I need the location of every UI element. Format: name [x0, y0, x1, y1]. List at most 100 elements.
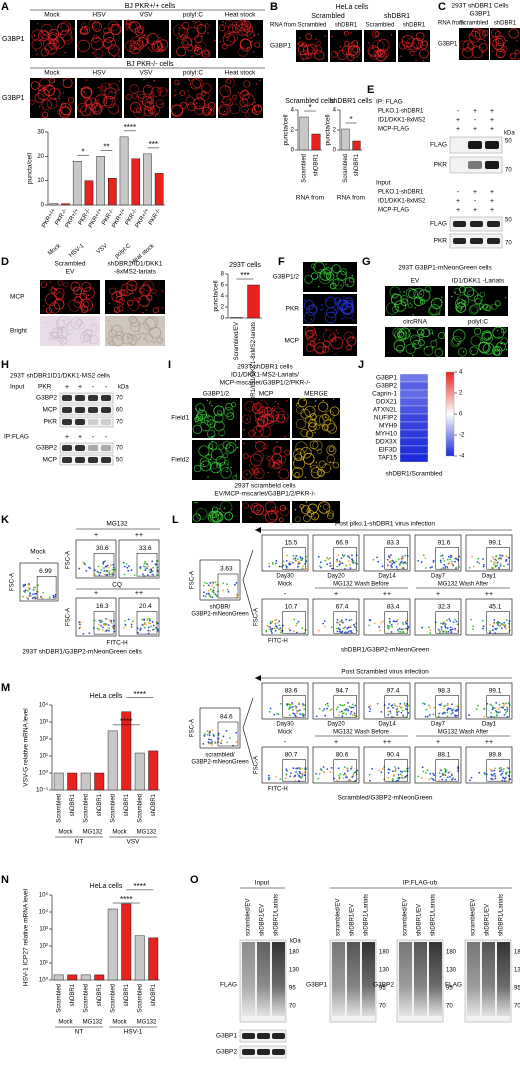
cell	[321, 423, 329, 431]
cell	[150, 105, 160, 116]
cell	[318, 401, 329, 412]
y-tick-label: 8	[221, 272, 225, 278]
event	[274, 622, 277, 625]
label: shDBR1/Lariats	[364, 894, 370, 936]
event	[341, 554, 344, 556]
event	[126, 566, 129, 569]
x-tick-label: Scrambled	[110, 794, 116, 823]
event	[495, 559, 497, 562]
event	[406, 774, 408, 777]
label: +	[94, 590, 98, 597]
cell	[438, 331, 446, 340]
granule	[481, 306, 483, 309]
event	[204, 733, 206, 735]
gate-percent: 99.1	[489, 540, 502, 547]
granule	[51, 286, 54, 288]
cell	[157, 87, 163, 93]
event	[392, 561, 395, 564]
bar	[67, 974, 78, 981]
cell	[81, 87, 92, 99]
cell	[509, 52, 517, 60]
label: G3BP1	[2, 36, 25, 43]
label: Mock	[278, 730, 293, 736]
granule	[314, 517, 316, 519]
label: G3BP1	[2, 95, 25, 102]
label: Field2	[171, 457, 189, 464]
granule	[205, 430, 207, 432]
event	[297, 563, 300, 565]
gate	[217, 721, 239, 747]
granule	[284, 508, 286, 510]
cell	[305, 52, 312, 60]
granule	[115, 311, 117, 313]
granule	[326, 403, 329, 406]
event	[476, 561, 479, 563]
granule	[315, 38, 317, 41]
label: 293T shDBR1 cells	[237, 364, 293, 371]
event	[402, 567, 405, 569]
event	[276, 712, 278, 715]
event	[28, 595, 31, 597]
event	[301, 772, 304, 775]
smear	[242, 942, 255, 1016]
event	[451, 560, 453, 563]
event	[79, 626, 82, 629]
event	[447, 630, 450, 633]
y-tick-label: 10²	[39, 737, 48, 743]
event	[84, 563, 86, 566]
event	[491, 555, 494, 558]
event	[207, 741, 210, 744]
event	[275, 625, 278, 628]
granule	[154, 341, 156, 343]
event	[348, 556, 351, 559]
granule	[223, 507, 226, 509]
cell	[254, 41, 261, 48]
cell	[317, 501, 331, 514]
cell	[128, 299, 140, 311]
event	[151, 570, 154, 573]
label: scrambled/EV	[471, 899, 477, 936]
gate	[486, 547, 510, 570]
cell	[60, 29, 73, 42]
event	[202, 742, 205, 745]
cell	[264, 501, 277, 513]
cell	[413, 287, 425, 299]
cell	[130, 101, 142, 113]
granule	[80, 302, 83, 305]
event	[298, 775, 301, 778]
y-tick-label: 10⁴	[39, 702, 49, 709]
event	[275, 618, 278, 621]
cell	[151, 40, 163, 52]
label: kDa	[504, 131, 515, 137]
event	[444, 624, 447, 626]
event	[396, 705, 399, 708]
cell	[309, 413, 317, 421]
event	[505, 773, 508, 776]
event	[216, 583, 219, 586]
event	[450, 772, 453, 775]
panel-label: E	[367, 84, 374, 96]
granule	[254, 101, 256, 104]
cell	[457, 347, 468, 357]
cell	[481, 303, 488, 310]
granule	[328, 347, 330, 350]
granule	[292, 461, 295, 464]
event	[338, 620, 341, 623]
cell	[210, 448, 223, 461]
arrow	[242, 549, 254, 581]
event	[214, 742, 217, 744]
granule	[148, 86, 151, 88]
event	[281, 629, 284, 632]
event	[442, 630, 445, 633]
event	[499, 563, 502, 565]
event	[386, 624, 389, 627]
label: -	[457, 189, 460, 196]
event	[376, 556, 378, 559]
cell	[80, 305, 89, 313]
gate	[282, 695, 306, 718]
smear	[257, 942, 270, 1016]
flow-plot	[312, 598, 360, 636]
granule	[438, 313, 440, 315]
event	[498, 557, 501, 560]
event	[420, 561, 423, 564]
